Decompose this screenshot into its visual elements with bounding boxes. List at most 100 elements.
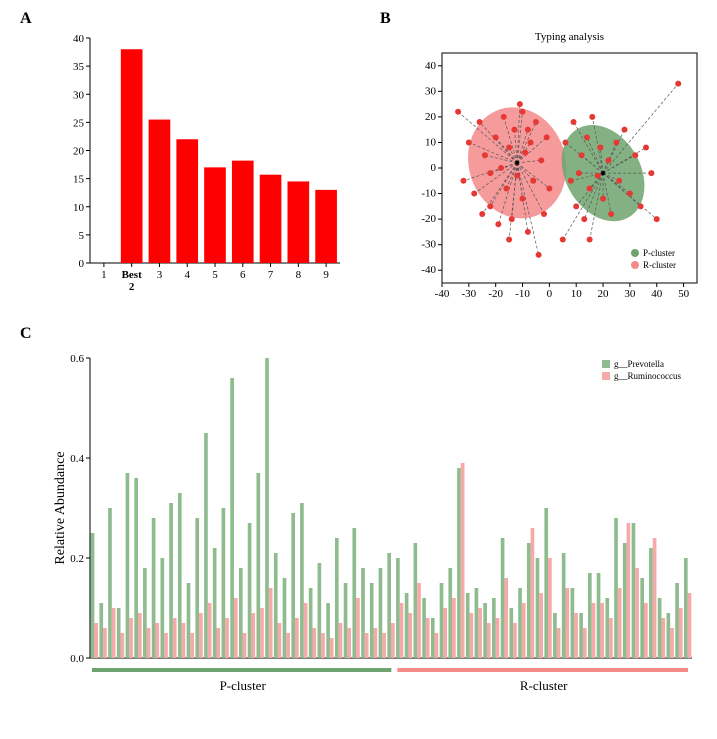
bar-ruminococcus [286,633,290,658]
svg-text:30: 30 [73,89,85,101]
bar-prevotella [195,518,199,658]
bar-ruminococcus [661,618,665,658]
bar-prevotella [527,543,531,658]
scatter-point [627,191,633,197]
bar-prevotella [588,573,592,658]
bar-prevotella [178,493,182,658]
scatter-point [576,170,582,176]
bar-ruminococcus [592,603,596,658]
bar-ruminococcus [644,603,648,658]
svg-text:-10: -10 [515,288,530,300]
scatter-point [600,196,606,202]
scatter-point [571,119,577,125]
bar-prevotella [422,598,426,658]
scatter-point [544,134,550,140]
bar-ruminococcus [635,568,639,658]
scatter-point [511,127,517,133]
scatter-point [525,127,531,133]
bar-prevotella [440,583,444,658]
bar-prevotella [230,378,234,658]
svg-text:50: 50 [678,288,690,300]
bar-ruminococcus [339,623,343,658]
bar-ruminococcus [330,638,334,658]
bar-ruminococcus [356,598,360,658]
svg-text:-30: -30 [462,288,477,300]
svg-text:Typing analysis: Typing analysis [535,31,604,43]
svg-text:0: 0 [431,162,437,174]
scatter-point [503,185,509,191]
svg-text:20: 20 [73,146,85,158]
scatter-point [536,252,542,258]
bar-prevotella [605,598,609,658]
bar [232,161,254,263]
panel-label-a: A [20,10,32,28]
scatter-point [587,185,593,191]
bar-ruminococcus [295,618,299,658]
scatter-point [538,157,544,163]
scatter-point [584,134,590,140]
bar-ruminococcus [653,538,657,658]
scatter-point [638,203,644,209]
scatter-point [471,191,477,197]
svg-text:6: 6 [240,269,246,281]
bar-prevotella [344,583,348,658]
svg-text:0.2: 0.2 [70,553,84,565]
bar-prevotella [265,358,269,658]
bar-prevotella [108,508,112,658]
bar-ruminococcus [513,623,517,658]
bar-ruminococcus [234,598,238,658]
bar-ruminococcus [347,628,351,658]
svg-text:g__Prevotella: g__Prevotella [614,359,664,369]
scatter-point [616,178,622,184]
scatter-point [482,152,488,158]
bar-ruminococcus [688,593,692,658]
bar-ruminococcus [225,618,229,658]
scatter-point [562,139,568,145]
bar-prevotella [518,588,522,658]
scatter-point [522,150,528,156]
bar-ruminococcus [600,603,604,658]
scatter-point [455,109,461,115]
svg-text:25: 25 [73,117,85,129]
bar-ruminococcus [670,628,674,658]
bar-ruminococcus [112,608,116,658]
scatter-point [622,127,628,133]
bar-ruminococcus [164,633,168,658]
svg-text:2: 2 [129,281,135,293]
bar-ruminococcus [278,623,282,658]
bar-ruminococcus [574,613,578,658]
bar-ruminococcus [461,463,465,658]
svg-text:7: 7 [268,269,274,281]
scatter-point [546,185,552,191]
bar [176,139,198,263]
bar-prevotella [91,533,95,658]
bar-ruminococcus [522,603,526,658]
bar-ruminococcus [260,608,264,658]
bar-prevotella [475,588,479,658]
scatter-point [487,170,493,176]
bar-prevotella [318,563,322,658]
bar [288,181,310,263]
svg-text:4: 4 [184,269,190,281]
bar-ruminococcus [173,618,177,658]
svg-text:-30: -30 [421,239,436,251]
bar-prevotella [414,543,418,658]
panel-b-chart: Typing analysis-40-30-20-1001020304050-4… [410,28,705,308]
bar [315,190,337,263]
scatter-point [632,152,638,158]
bar-prevotella [536,558,540,658]
bar-ruminococcus [199,613,203,658]
bar-prevotella [640,578,644,658]
scatter-point [643,145,649,151]
bar-prevotella [405,593,409,658]
bar-prevotella [614,518,618,658]
bar-prevotella [562,553,566,658]
bar-prevotella [361,568,365,658]
bar-prevotella [509,608,513,658]
scatter-point [493,134,499,140]
bar-prevotella [256,473,260,658]
bar-ruminococcus [627,523,631,658]
bar-prevotella [492,598,496,658]
bar-ruminococcus [190,633,194,658]
bar-ruminococcus [208,603,212,658]
